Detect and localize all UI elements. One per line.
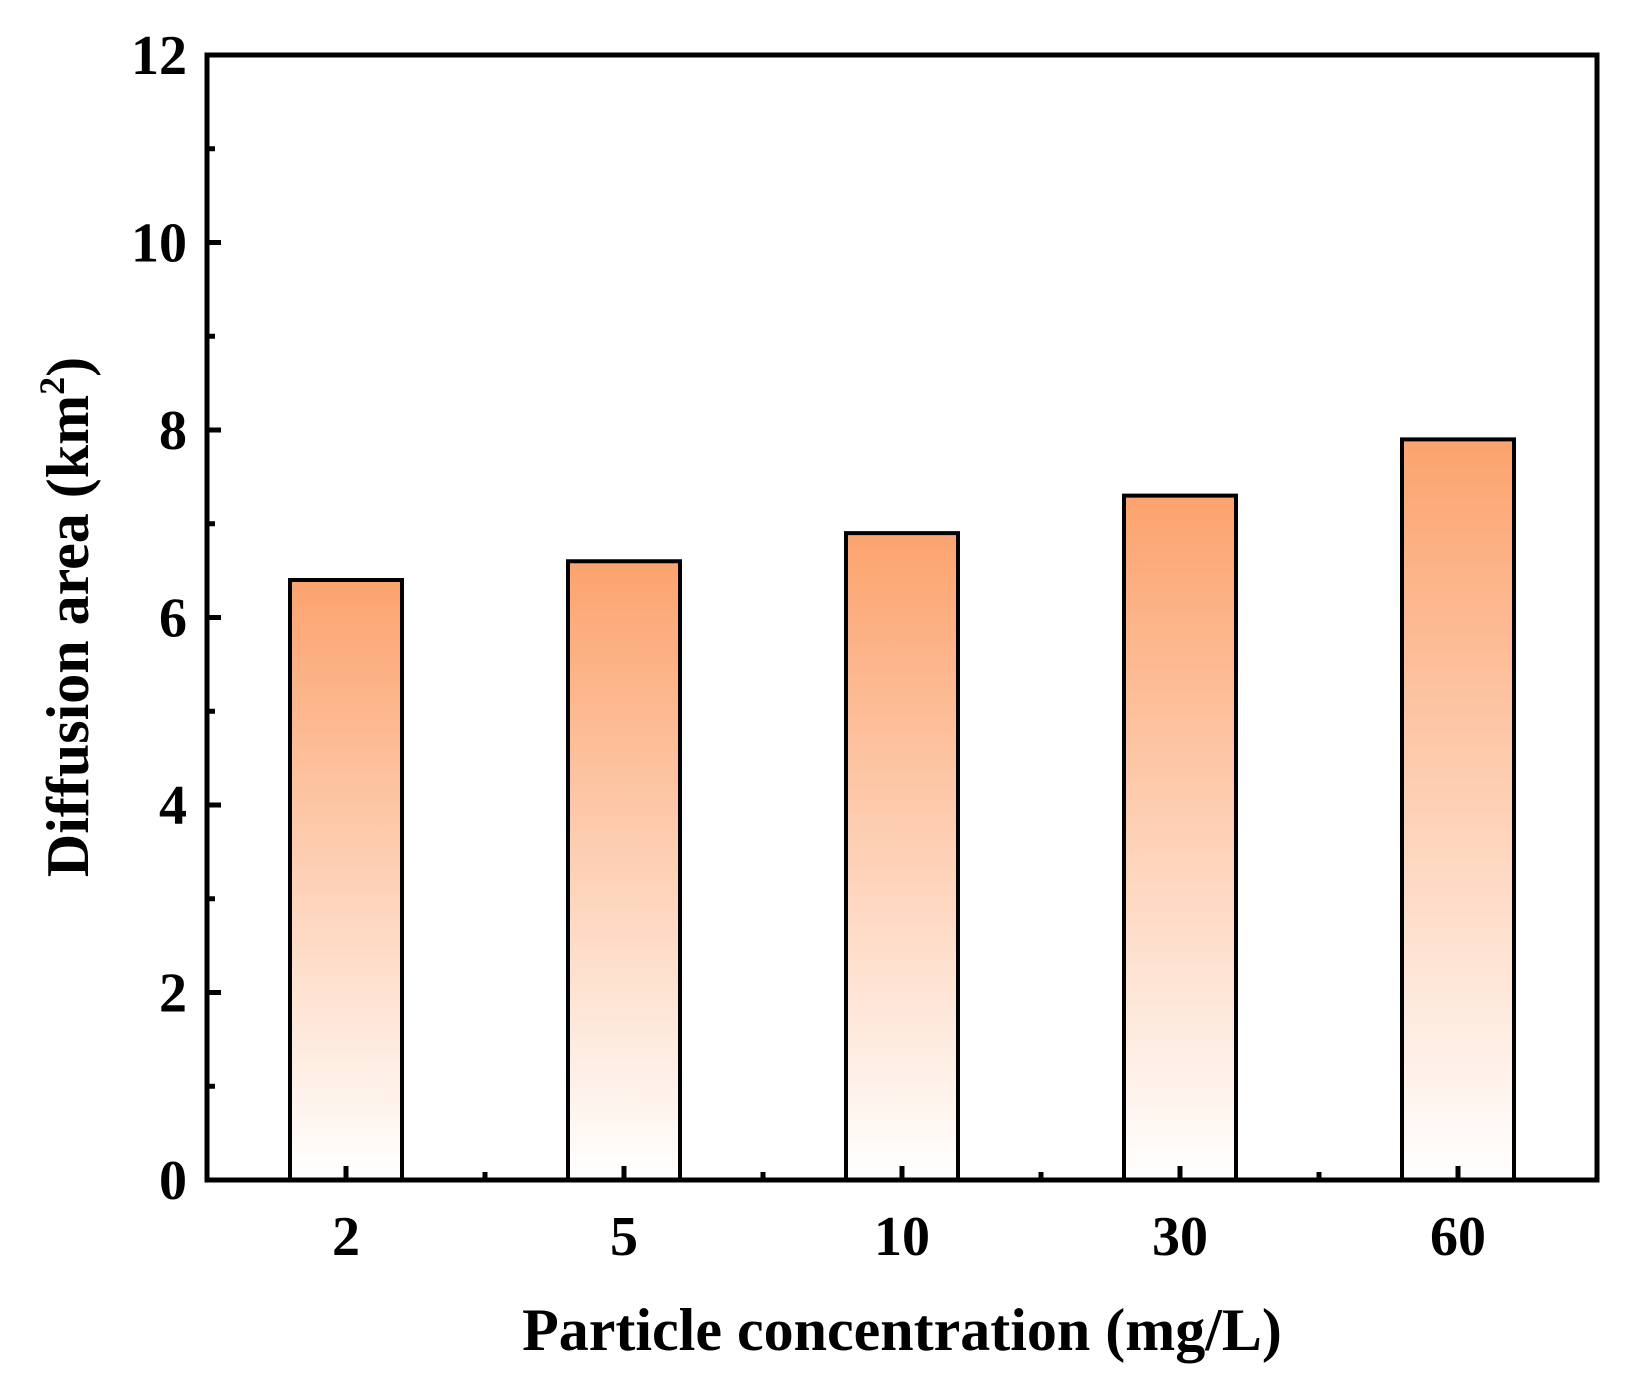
bar-60 <box>1400 437 1516 1182</box>
y-tick-label: 2 <box>159 963 187 1025</box>
y-tick-label: 12 <box>131 25 187 87</box>
y-tick-label: 10 <box>131 213 187 275</box>
y-tick-label: 6 <box>159 588 187 650</box>
x-tick-label: 60 <box>1430 1206 1486 1268</box>
x-tick-label: 5 <box>610 1206 638 1268</box>
y-axis-title-superscript: 2 <box>32 377 72 395</box>
x-tick-label: 30 <box>1152 1206 1208 1268</box>
y-tick-label: 8 <box>159 400 187 462</box>
x-tick-label: 10 <box>874 1206 930 1268</box>
bar-10 <box>844 531 960 1182</box>
x-axis-title: Particle concentration (mg/L) <box>522 1297 1282 1363</box>
y-tick-label: 0 <box>159 1150 187 1212</box>
y-axis-ticks: 0 2 4 6 8 10 12 <box>131 25 221 1212</box>
bar-30 <box>1122 493 1238 1182</box>
bar-5 <box>566 559 682 1182</box>
y-tick-label: 4 <box>159 775 187 837</box>
x-axis-ticks: 2 5 10 30 60 <box>332 1166 1486 1268</box>
bar-2 <box>288 578 404 1182</box>
x-tick-label: 2 <box>332 1206 360 1268</box>
y-axis-title-main: Diffusion area (km <box>35 395 101 877</box>
y-axis-title: Diffusion area (km2) <box>32 357 101 877</box>
bars-group <box>288 437 1516 1182</box>
y-axis-title-close: ) <box>35 357 101 377</box>
